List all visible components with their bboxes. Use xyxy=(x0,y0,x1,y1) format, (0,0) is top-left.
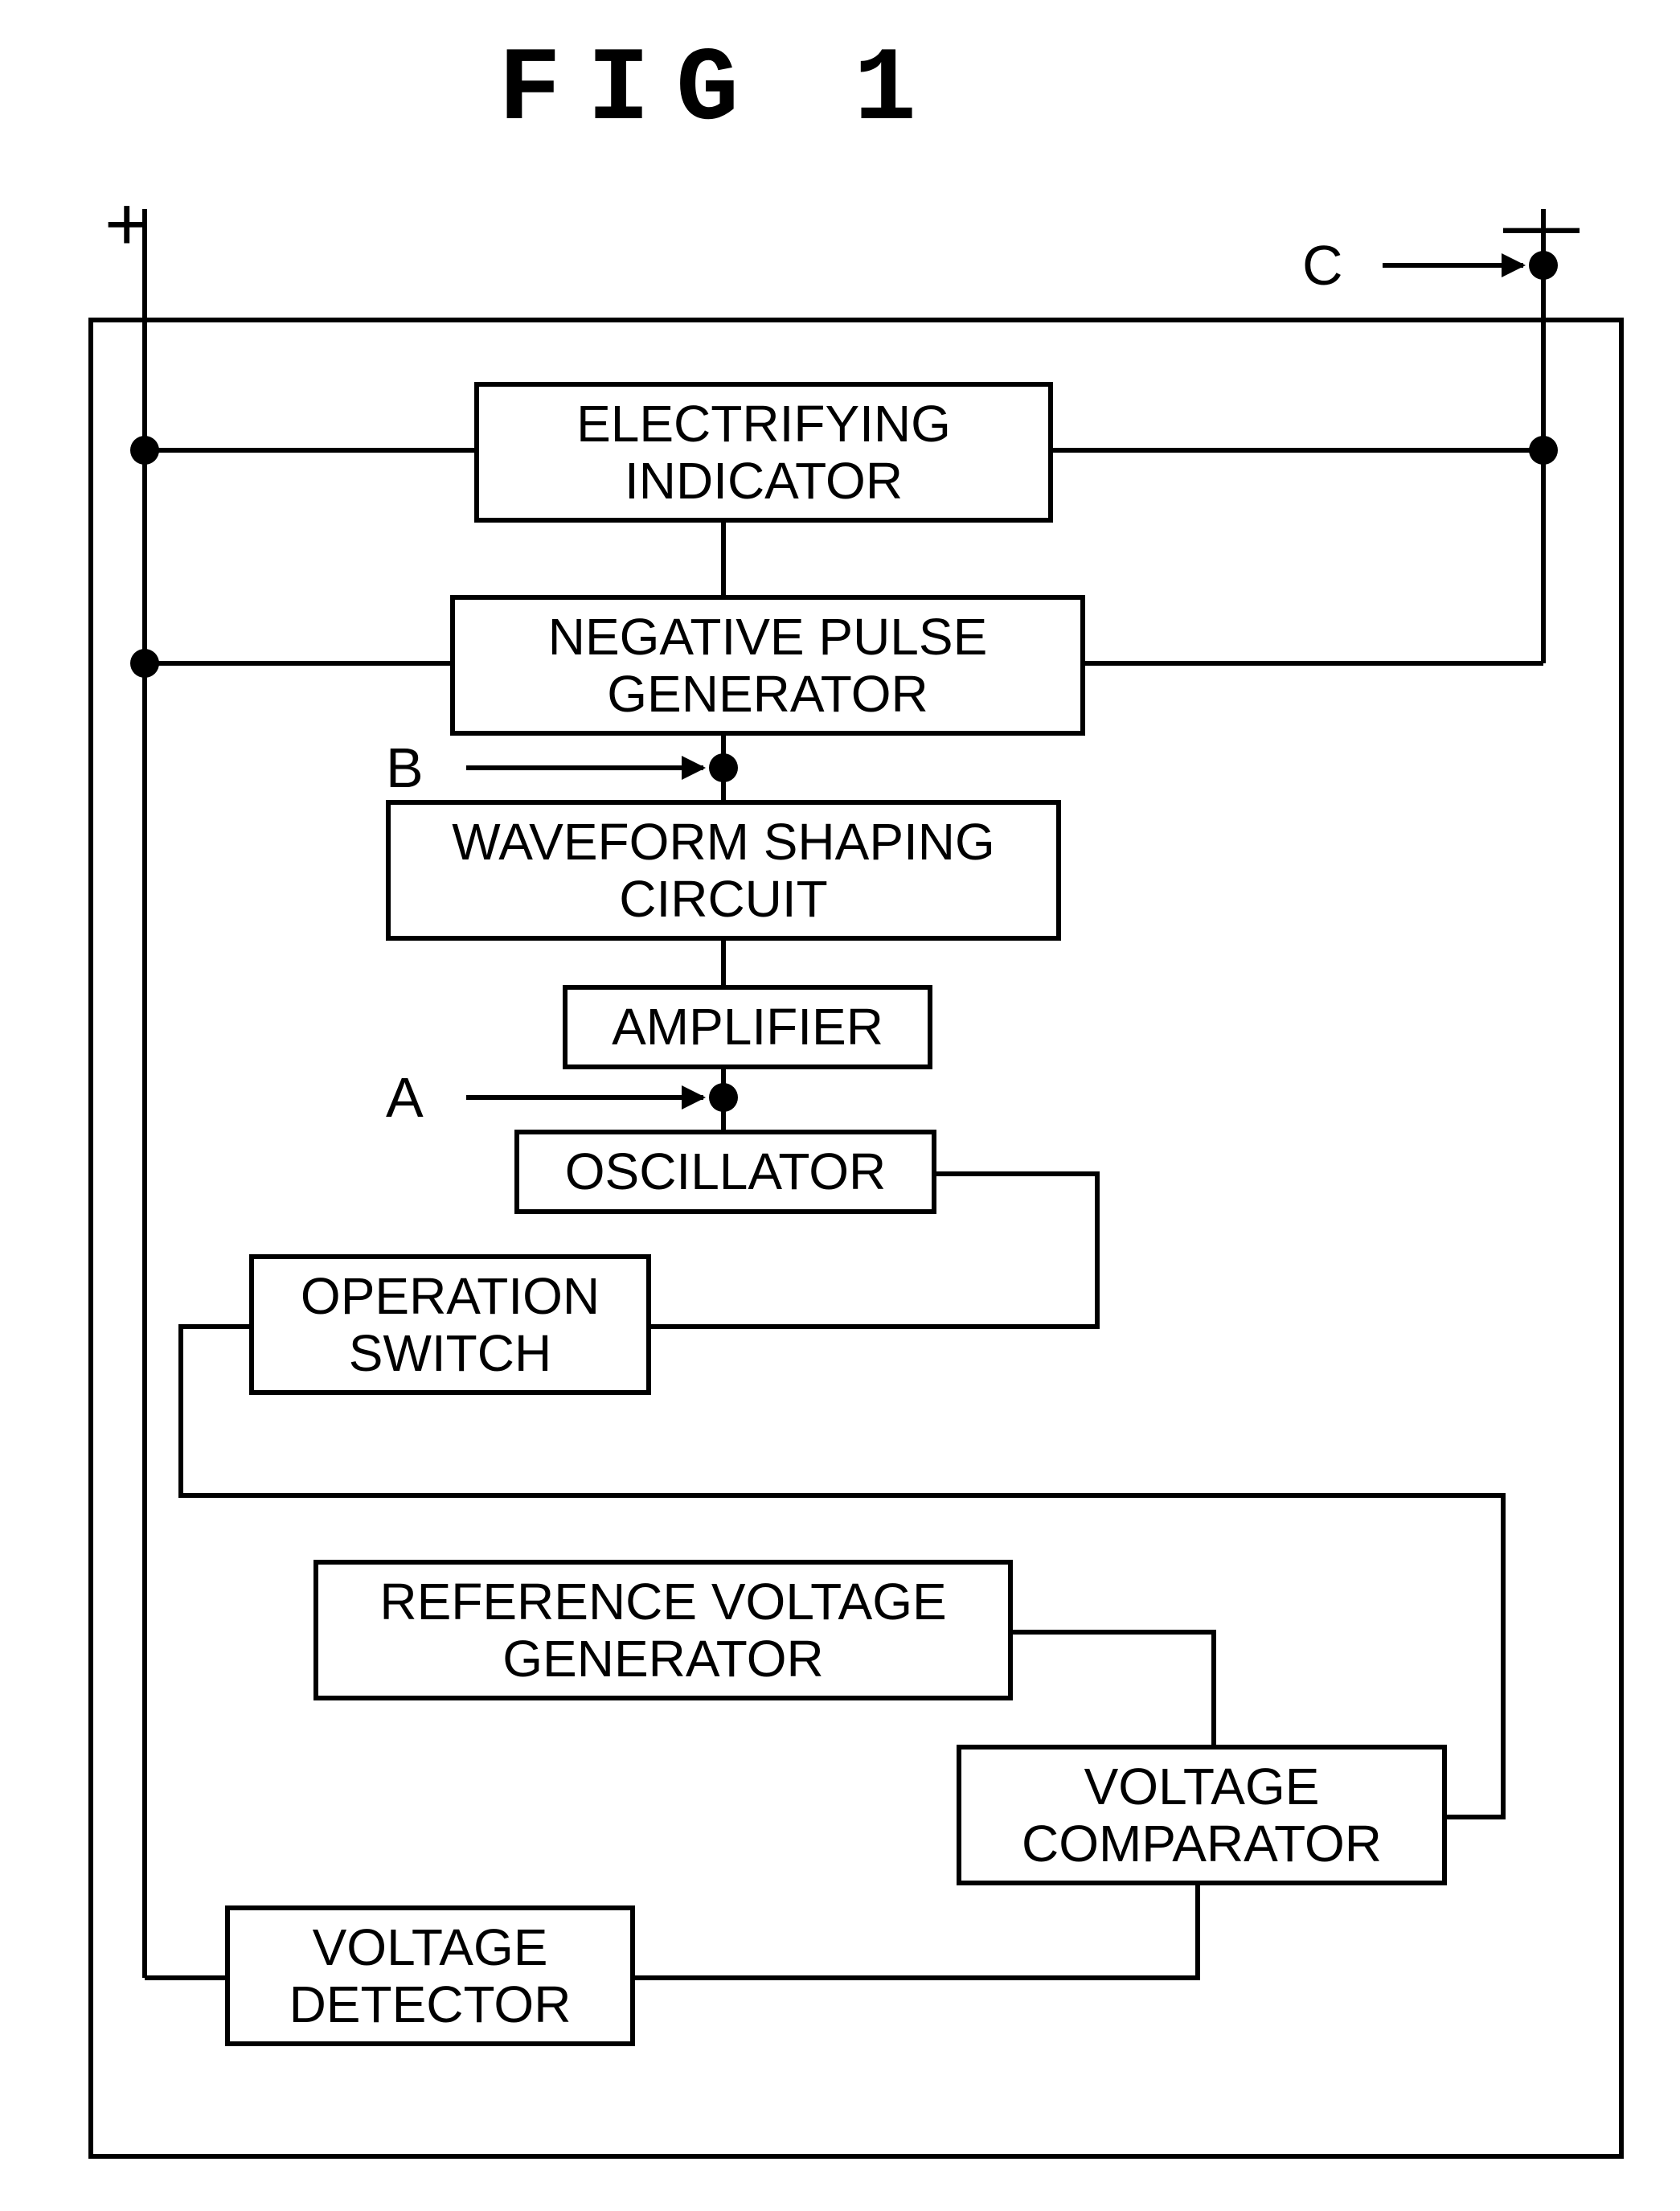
block-oscillator: OSCILLATOR xyxy=(514,1130,936,1214)
probe-a-label: A xyxy=(386,1065,424,1130)
block-voltage-comparator: VOLTAGECOMPARATOR xyxy=(957,1745,1447,1885)
block-voltage-detector: VOLTAGEDETECTOR xyxy=(225,1905,635,2046)
block-electrifying-indicator: ELECTRIFYINGINDICATOR xyxy=(474,382,1053,523)
block-reference-voltage-generator: REFERENCE VOLTAGEGENERATOR xyxy=(313,1560,1013,1700)
block-waveform-shaping-circuit: WAVEFORM SHAPINGCIRCUIT xyxy=(386,800,1061,941)
terminal-minus-label: — xyxy=(1503,181,1580,269)
block-negative-pulse-generator: NEGATIVE PULSEGENERATOR xyxy=(450,595,1085,736)
terminal-plus-label: + xyxy=(104,181,149,269)
probe-b-label: B xyxy=(386,736,424,800)
figure-title: FIG 1 xyxy=(498,32,943,150)
block-operation-switch: OPERATIONSWITCH xyxy=(249,1254,651,1395)
block-amplifier: AMPLIFIER xyxy=(563,985,932,1069)
probe-c-label: C xyxy=(1302,233,1343,297)
